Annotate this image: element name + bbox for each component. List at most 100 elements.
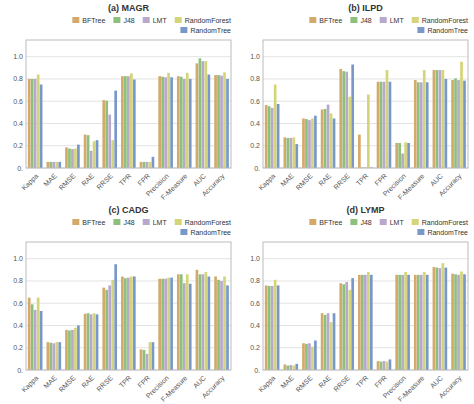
title: (b) ILPD [348, 3, 383, 13]
bar [284, 364, 287, 370]
plot-area [26, 40, 231, 168]
bar [87, 313, 90, 370]
x-tick-label: MAE [279, 172, 295, 188]
y-tick-label: 0.8 [13, 277, 23, 284]
bar [130, 73, 133, 168]
bar [127, 278, 130, 370]
bar [364, 275, 367, 370]
y-tick-label: 1.0 [250, 255, 260, 262]
bar [302, 118, 305, 168]
bar [158, 76, 161, 168]
y-tick-label: 0.8 [250, 277, 260, 284]
legend-swatch [309, 17, 316, 23]
legend-swatch [417, 229, 424, 235]
bar [55, 342, 58, 370]
x-tick-label: RRSE [95, 172, 114, 191]
legend-swatch [412, 219, 419, 225]
bar [451, 80, 454, 168]
bar [286, 138, 289, 168]
bar [292, 366, 295, 370]
bar [186, 73, 189, 168]
x-tick-label: F-Measure [397, 172, 426, 201]
bar [65, 330, 68, 370]
bar [170, 278, 173, 370]
bar [93, 141, 96, 168]
legend-item: BFTree [309, 219, 342, 226]
bar [152, 342, 155, 370]
bar [58, 342, 61, 370]
bar [358, 275, 361, 370]
bar [289, 365, 292, 370]
bar [426, 275, 429, 370]
legend-item: RandomForest [412, 17, 468, 24]
bar [398, 275, 401, 370]
plot-frame [263, 40, 468, 168]
bar [436, 70, 439, 168]
bar [414, 275, 417, 370]
bar [367, 95, 370, 168]
y-tick-label: 1.0 [13, 255, 23, 262]
bar [389, 82, 392, 168]
bar [351, 278, 354, 370]
bar [454, 274, 457, 370]
x-tick-label: RMSE [294, 172, 313, 191]
bar [439, 268, 442, 370]
bar [439, 70, 442, 168]
bar [333, 118, 336, 168]
bar [102, 288, 105, 370]
y-tick-label: 1.0 [13, 53, 23, 60]
bar [84, 135, 87, 168]
legend-label: LMT [390, 219, 405, 226]
bar [217, 280, 220, 370]
legend-swatch [143, 17, 150, 23]
y-tick-label: 1.0 [250, 53, 260, 60]
bar [417, 82, 420, 168]
legend-item: BFTree [72, 219, 105, 226]
legend-swatch [113, 219, 120, 225]
legend-swatch [72, 219, 79, 225]
bar [28, 79, 31, 168]
x-tick-label: RMSE [294, 374, 313, 393]
x-tick-label: AUC [429, 374, 444, 389]
legend-label: RandomForest [185, 17, 231, 24]
bar [68, 330, 71, 370]
x-tick-label: Accuracy [200, 172, 226, 198]
bar [189, 79, 192, 168]
bar [407, 275, 410, 370]
bar [295, 364, 298, 370]
bar [167, 73, 170, 168]
bar [271, 108, 274, 168]
x-tick-label: RRSE [95, 374, 114, 393]
bar [274, 85, 277, 168]
y-tick-label: 0.8 [250, 75, 260, 82]
y-tick-label: 0.4 [13, 120, 23, 127]
bar [196, 63, 199, 168]
bar [339, 69, 342, 168]
legend-label: RandomForest [185, 219, 231, 226]
bar [277, 104, 280, 168]
bar [436, 268, 439, 370]
bar [442, 263, 445, 370]
bar [52, 162, 55, 168]
bar [202, 274, 205, 370]
legend-item: RandomTree [180, 229, 231, 236]
legend-item: RandomForest [175, 219, 231, 226]
x-tick-label: RAE [317, 172, 332, 187]
x-tick-label: FPR [136, 172, 151, 187]
bars [265, 62, 466, 168]
y-tick-label: 0.4 [250, 322, 260, 329]
bar [96, 314, 99, 370]
bar [170, 77, 173, 168]
bar [367, 272, 370, 370]
bar [105, 101, 108, 168]
bar [34, 310, 37, 370]
bar [274, 280, 277, 370]
bar [311, 118, 314, 168]
bar [164, 279, 167, 370]
bar [404, 272, 407, 370]
bar [37, 75, 40, 168]
bar [58, 162, 61, 168]
bar [130, 277, 133, 370]
legend-label: RandomTree [190, 27, 231, 34]
legend-label: BFTree [82, 17, 105, 24]
